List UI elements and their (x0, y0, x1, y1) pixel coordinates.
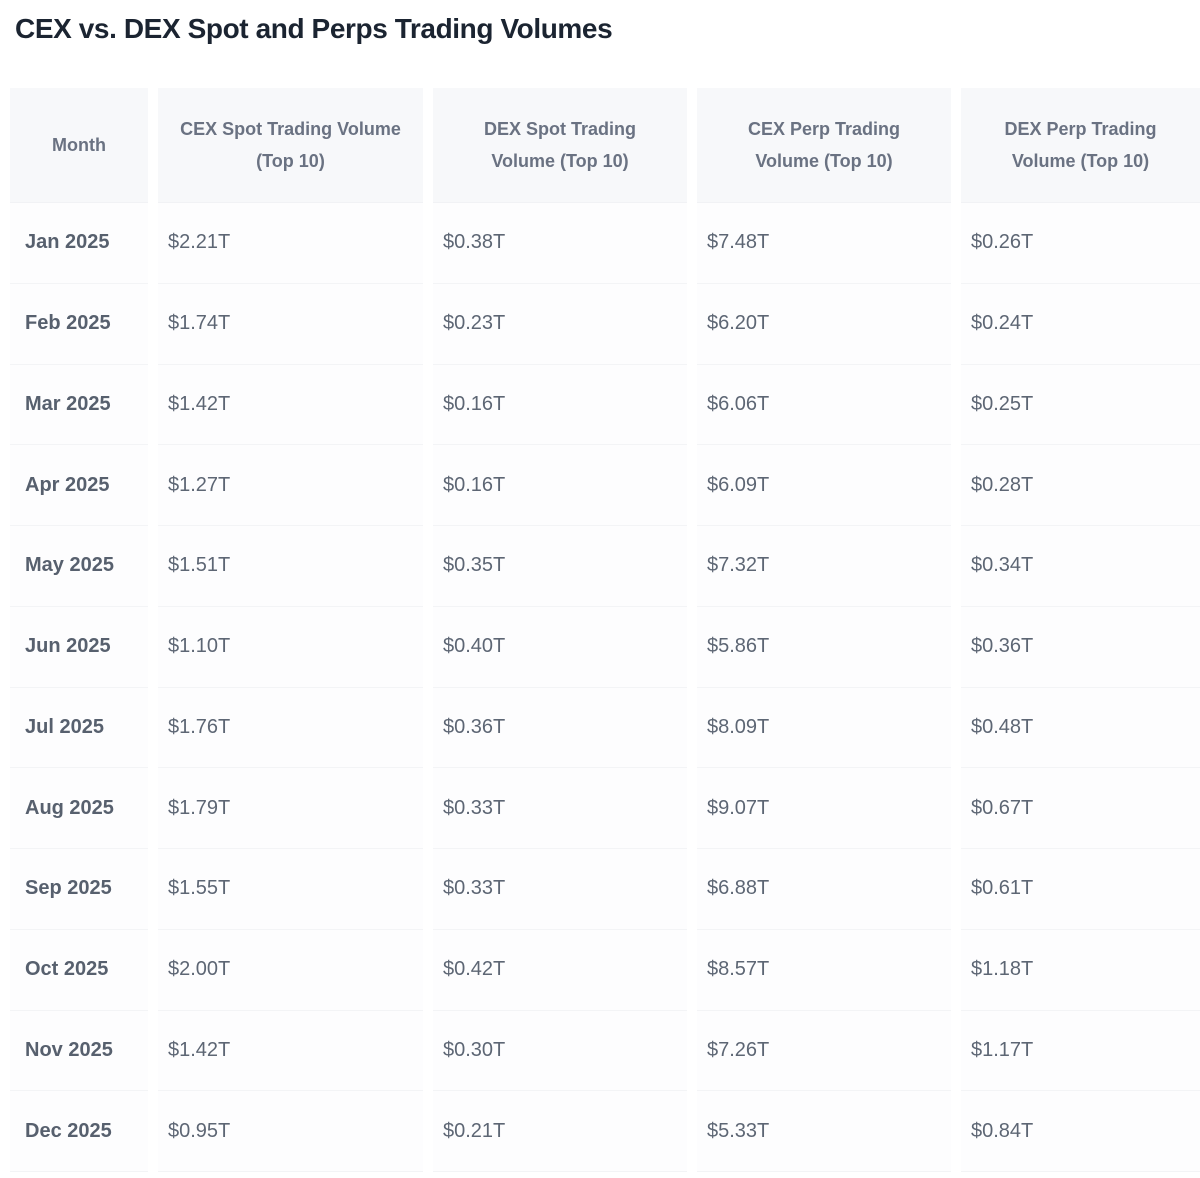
volumes-table: Month CEX Spot Trading Volume (Top 10) D… (10, 88, 1200, 1172)
dex-spot-value-cell: $0.33T (433, 849, 687, 930)
month-cell: Mar 2025 (10, 364, 148, 446)
cex-perp-value-cell: $7.48T (697, 203, 951, 284)
cex-spot-value-cell: $1.76T (158, 687, 423, 769)
dex-perp-value-cell: $0.48T (961, 687, 1200, 769)
month-cell: Jun 2025 (10, 606, 148, 688)
cex-perp-value-cell: $5.33T (697, 1091, 951, 1172)
dex-perp-value-cell: $0.61T (961, 849, 1200, 930)
dex-perp-value-cell: $0.34T (961, 526, 1200, 607)
cex-perp-value-cell: $5.86T (697, 606, 951, 688)
cex-perp-value-cell: $6.06T (697, 364, 951, 446)
cex-perp-value-cell: $7.32T (697, 526, 951, 607)
dex-perp-value-cell: $0.67T (961, 768, 1200, 849)
page-title: CEX vs. DEX Spot and Perps Trading Volum… (15, 13, 613, 44)
column-header-month: Month (10, 88, 148, 203)
dex-perp-value-cell: $0.26T (961, 203, 1200, 284)
month-cell: Jul 2025 (10, 687, 148, 769)
cex-perp-value-cell: $8.09T (697, 687, 951, 769)
cex-perp-value-cell: $9.07T (697, 768, 951, 849)
month-cell: Nov 2025 (10, 1010, 148, 1092)
dex-spot-value-cell: $0.35T (433, 526, 687, 607)
month-cell: Oct 2025 (10, 929, 148, 1011)
cex-spot-value-cell: $1.55T (158, 849, 423, 930)
dex-spot-value-cell: $0.16T (433, 364, 687, 446)
dex-perp-value-cell: $1.17T (961, 1010, 1200, 1092)
column-header-dex-perp: DEX Perp Trading Volume (Top 10) (961, 88, 1200, 203)
cex-spot-value-cell: $2.21T (158, 203, 423, 284)
column-header-cex-perp: CEX Perp Trading Volume (Top 10) (697, 88, 951, 203)
month-cell: May 2025 (10, 526, 148, 607)
month-cell: Feb 2025 (10, 283, 148, 365)
column-header-dex-spot: DEX Spot Trading Volume (Top 10) (433, 88, 687, 203)
dex-spot-value-cell: $0.30T (433, 1010, 687, 1092)
column-header-cex-spot: CEX Spot Trading Volume (Top 10) (158, 88, 423, 203)
dex-spot-value-cell: $0.16T (433, 445, 687, 526)
dex-perp-value-cell: $1.18T (961, 929, 1200, 1011)
dex-perp-value-cell: $0.28T (961, 445, 1200, 526)
cex-spot-value-cell: $2.00T (158, 929, 423, 1011)
cex-spot-value-cell: $1.42T (158, 364, 423, 446)
cex-perp-value-cell: $6.09T (697, 445, 951, 526)
cex-perp-value-cell: $8.57T (697, 929, 951, 1011)
dex-spot-value-cell: $0.23T (433, 283, 687, 365)
dex-perp-value-cell: $0.25T (961, 364, 1200, 446)
dex-spot-value-cell: $0.38T (433, 203, 687, 284)
cex-spot-value-cell: $1.51T (158, 526, 423, 607)
cex-perp-value-cell: $7.26T (697, 1010, 951, 1092)
dex-perp-value-cell: $0.36T (961, 606, 1200, 688)
month-cell: Aug 2025 (10, 768, 148, 849)
dex-perp-value-cell: $0.24T (961, 283, 1200, 365)
cex-spot-value-cell: $1.74T (158, 283, 423, 365)
cex-spot-value-cell: $1.42T (158, 1010, 423, 1092)
dex-spot-value-cell: $0.42T (433, 929, 687, 1011)
dex-perp-value-cell: $0.84T (961, 1091, 1200, 1172)
dex-spot-value-cell: $0.33T (433, 768, 687, 849)
month-cell: Sep 2025 (10, 849, 148, 930)
cex-spot-value-cell: $0.95T (158, 1091, 423, 1172)
cex-spot-value-cell: $1.79T (158, 768, 423, 849)
month-cell: Apr 2025 (10, 445, 148, 526)
dex-spot-value-cell: $0.40T (433, 606, 687, 688)
cex-perp-value-cell: $6.88T (697, 849, 951, 930)
month-cell: Jan 2025 (10, 203, 148, 284)
dex-spot-value-cell: $0.36T (433, 687, 687, 769)
dex-spot-value-cell: $0.21T (433, 1091, 687, 1172)
month-cell: Dec 2025 (10, 1091, 148, 1172)
cex-spot-value-cell: $1.27T (158, 445, 423, 526)
cex-spot-value-cell: $1.10T (158, 606, 423, 688)
cex-perp-value-cell: $6.20T (697, 283, 951, 365)
